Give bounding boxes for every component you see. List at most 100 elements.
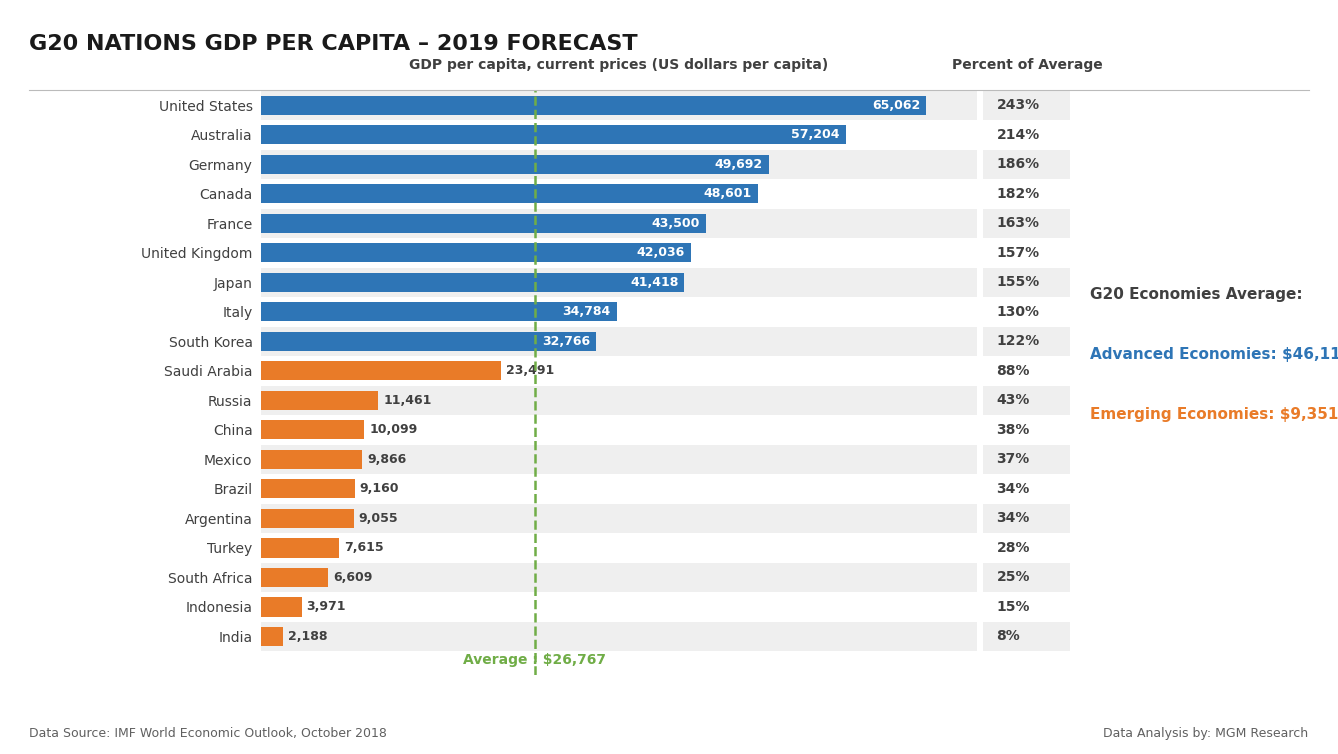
Text: 182%: 182% [997,187,1040,201]
Text: 6,609: 6,609 [333,571,373,584]
Text: Emerging Economies: $9,351: Emerging Economies: $9,351 [1090,407,1338,422]
Text: 57,204: 57,204 [791,128,840,141]
Bar [983,504,1070,533]
Bar [983,385,1070,415]
Bar [261,385,977,415]
Bar [261,420,364,440]
Bar [983,268,1070,297]
Bar [261,361,502,381]
Text: 38%: 38% [997,423,1030,437]
Bar [261,415,977,445]
Bar [983,592,1070,622]
Bar [261,504,977,533]
Text: 48,601: 48,601 [704,187,752,201]
Text: 7,615: 7,615 [344,541,384,554]
Bar [983,179,1070,209]
Text: G20 NATIONS GDP PER CAPITA – 2019 FORECAST: G20 NATIONS GDP PER CAPITA – 2019 FORECA… [29,34,638,54]
Bar [983,474,1070,504]
Bar [261,445,977,474]
Bar [983,622,1070,651]
Text: 88%: 88% [997,364,1030,378]
Bar [261,533,977,562]
Bar [261,332,595,351]
Bar [261,538,339,557]
Text: 34,784: 34,784 [562,305,610,318]
Bar [261,562,977,592]
Text: 41,418: 41,418 [630,276,678,289]
Text: 186%: 186% [997,158,1040,171]
Bar [261,597,301,617]
Bar [983,562,1070,592]
Text: 8%: 8% [997,630,1021,643]
Text: Percent of Average: Percent of Average [951,57,1103,72]
Text: 243%: 243% [997,98,1040,112]
Bar [261,356,977,385]
Text: 15%: 15% [997,600,1030,614]
Bar [983,149,1070,179]
Bar [983,445,1070,474]
Bar [261,302,617,321]
Text: 28%: 28% [997,541,1030,555]
Text: 9,160: 9,160 [360,483,399,495]
Bar [261,244,690,262]
Bar [261,213,705,233]
Text: GDP per capita, current prices (US dollars per capita): GDP per capita, current prices (US dolla… [409,57,828,72]
Text: 32,766: 32,766 [542,335,590,348]
Bar [261,622,977,651]
Text: 23,491: 23,491 [506,364,554,377]
Text: 11,461: 11,461 [383,394,432,407]
Text: 65,062: 65,062 [872,99,921,112]
Bar [261,179,977,209]
Text: 34%: 34% [997,511,1030,526]
Bar [983,120,1070,149]
Bar [261,120,977,149]
Bar [983,90,1070,120]
Text: 10,099: 10,099 [369,424,417,437]
Bar [983,297,1070,326]
Bar [261,90,977,120]
Text: Data Analysis by: MGM Research: Data Analysis by: MGM Research [1104,728,1309,740]
Bar [983,533,1070,562]
Bar [261,474,977,504]
Text: 157%: 157% [997,246,1040,260]
Bar [983,326,1070,356]
Bar [983,356,1070,385]
Bar [261,297,977,326]
Bar [983,415,1070,445]
Text: 43%: 43% [997,394,1030,407]
Text: Average : $26,767: Average : $26,767 [463,654,606,667]
Bar [261,149,977,179]
Bar [983,238,1070,268]
Bar [261,326,977,356]
Bar [261,592,977,622]
Text: 122%: 122% [997,334,1040,348]
Bar [261,155,769,174]
Text: 43,500: 43,500 [652,217,700,230]
Bar [983,209,1070,238]
Text: 3,971: 3,971 [306,600,347,614]
Bar [261,184,757,204]
Text: 130%: 130% [997,305,1040,319]
Bar [261,125,846,144]
Bar [261,509,353,528]
Bar [261,96,926,115]
Bar [261,209,977,238]
Text: G20 Economies Average:: G20 Economies Average: [1090,287,1303,302]
Text: 37%: 37% [997,452,1030,467]
Bar [261,627,284,646]
Bar [261,238,977,268]
Bar [261,480,355,498]
Text: 9,055: 9,055 [359,512,399,525]
Text: 42,036: 42,036 [637,247,685,259]
Bar [261,568,329,587]
Bar [261,268,977,297]
Text: 163%: 163% [997,216,1040,230]
Text: 25%: 25% [997,571,1030,584]
Text: 9,866: 9,866 [367,453,407,466]
Text: 155%: 155% [997,275,1040,290]
Text: 214%: 214% [997,127,1040,142]
Bar [261,273,685,292]
Text: 2,188: 2,188 [289,630,328,643]
Bar [261,450,361,469]
Text: Advanced Economies: $46,118: Advanced Economies: $46,118 [1090,347,1338,362]
